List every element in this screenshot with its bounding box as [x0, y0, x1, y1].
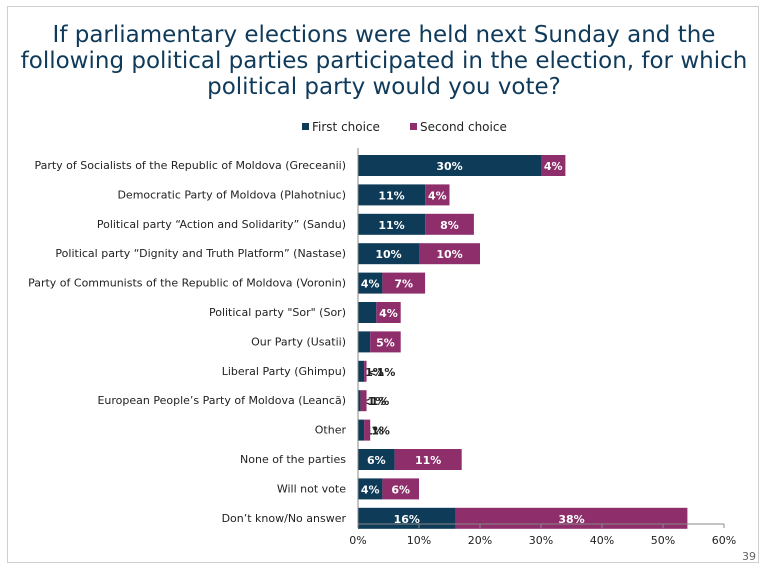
bar-segment	[364, 419, 371, 441]
legend-label-2: Second choice	[420, 120, 507, 134]
data-label: 38%	[558, 513, 584, 526]
slide-frame	[7, 6, 759, 563]
bar-segment	[358, 243, 419, 265]
category-label: Democratic Party of Moldova (Plahotniuc)	[117, 188, 346, 201]
category-label: Party of Communists of the Republic of M…	[28, 277, 346, 290]
data-label: 4%	[379, 307, 398, 320]
bar-segment	[364, 360, 367, 382]
bar-segment	[370, 331, 401, 353]
legend-swatch-2	[410, 123, 417, 130]
category-label: Liberal Party (Ghimpu)	[222, 365, 346, 378]
data-label: 4%	[361, 278, 380, 291]
legend-label-1: First choice	[312, 120, 380, 134]
data-label: 1%	[371, 425, 390, 438]
data-label: 11%	[415, 454, 441, 467]
category-label: Our Party (Usatii)	[251, 335, 346, 348]
bar-segment	[358, 449, 395, 470]
data-label: <1%	[361, 395, 389, 408]
data-label: 11%	[378, 219, 404, 232]
bar-segment	[382, 478, 419, 500]
bar-segment	[376, 302, 401, 323]
bar-segment	[360, 390, 367, 412]
category-label: Other	[315, 424, 347, 437]
bar-segment	[358, 213, 426, 235]
x-tick-label: 60%	[712, 534, 736, 547]
data-label: 6%	[367, 454, 386, 467]
data-label: 7%	[394, 278, 413, 291]
x-tick-label: 50%	[651, 534, 675, 547]
bar-segment	[394, 449, 462, 470]
data-label: 4%	[428, 189, 447, 202]
category-label: None of the parties	[240, 453, 346, 466]
x-tick-label: 10%	[407, 534, 431, 547]
bar-segment	[358, 155, 541, 176]
data-label: 11%	[378, 189, 404, 202]
data-label: 16%	[394, 513, 420, 526]
bar-segment	[358, 360, 365, 382]
bar-segment	[425, 213, 474, 235]
data-label: 1%	[365, 366, 384, 379]
page-number: 39	[742, 550, 756, 563]
data-label: 1%	[368, 395, 387, 408]
x-tick-label: 0%	[349, 534, 366, 547]
x-tick-label: 40%	[590, 534, 614, 547]
data-label: 10%	[436, 248, 462, 261]
bars: 30%4%11%4%11%8%10%10%4%7%3%4%2%5%1%<1%<1…	[358, 155, 688, 529]
legend-swatch-1	[302, 123, 309, 130]
bar-segment	[541, 155, 566, 176]
category-label: Party of Socialists of the Republic of M…	[34, 159, 346, 172]
bar-segment	[358, 478, 383, 500]
data-label: <1%	[368, 366, 396, 379]
bar-segment	[425, 184, 450, 206]
bar-segment	[382, 272, 426, 294]
category-label: Will not vote	[277, 482, 346, 495]
category-label: Political party “Action and Solidarity” …	[97, 218, 346, 231]
bar-segment	[358, 184, 426, 206]
category-label: European People’s Party of Moldova (Lean…	[97, 394, 346, 407]
category-label: Political party "Sor" (Sor)	[209, 306, 346, 319]
category-labels: Party of Socialists of the Republic of M…	[28, 159, 346, 525]
data-label: 4%	[544, 160, 563, 173]
bar-segment	[419, 243, 480, 265]
x-tick-label: 30%	[529, 534, 553, 547]
data-label: 30%	[436, 160, 462, 173]
x-axis: 0% 10% 20% 30% 40% 50% 60%	[349, 148, 736, 547]
legend: First choice Second choice	[302, 120, 507, 134]
chart-title: If parliamentary elections were held nex…	[20, 22, 748, 100]
bar-segment	[358, 390, 361, 412]
data-label: 4%	[361, 483, 380, 496]
bar-segment	[358, 302, 377, 323]
bar-segment	[358, 331, 371, 353]
category-label: Don’t know/No answer	[222, 512, 347, 525]
data-label: 6%	[391, 483, 410, 496]
category-label: Political party “Dignity and Truth Platf…	[55, 247, 346, 260]
bar-segment	[358, 419, 365, 441]
data-label: 10%	[375, 248, 401, 261]
x-tick-label: 20%	[468, 534, 492, 547]
data-label: 8%	[440, 219, 459, 232]
bar-segment	[358, 272, 383, 294]
data-label: 5%	[376, 336, 395, 349]
